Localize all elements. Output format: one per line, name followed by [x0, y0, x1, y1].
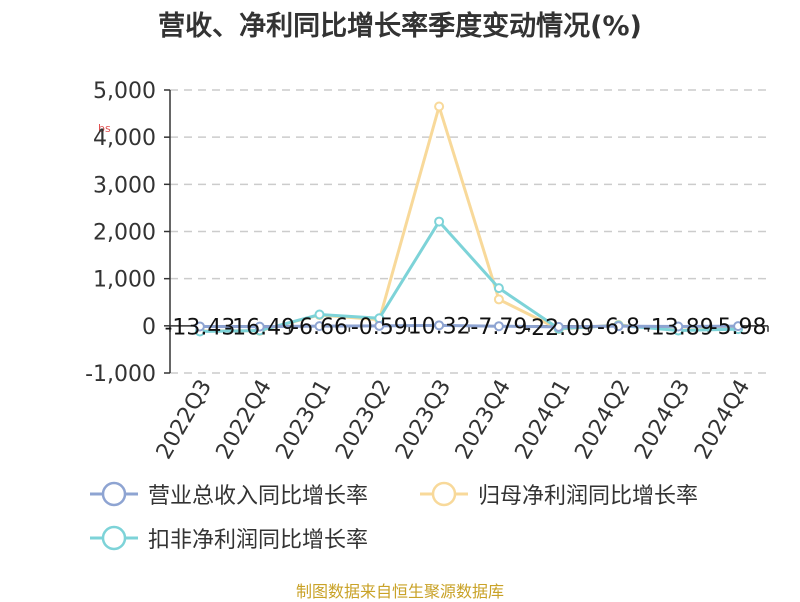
point-revenue	[314, 321, 325, 332]
x-tick-label: 2022Q3	[152, 376, 217, 464]
x-tick-label: 2024Q3	[630, 376, 695, 464]
x-tick-label: 2024Q2	[570, 376, 635, 464]
legend-label-net-profit: 归母净利润同比增长率	[478, 484, 699, 509]
x-tick-label: 2024Q1	[511, 376, 576, 464]
legend-item-deducted-profit[interactable]: 扣非净利润同比增长率	[88, 522, 368, 554]
data-label: -7.79	[470, 315, 527, 340]
y-tick-label: 4,000	[93, 126, 156, 151]
point-deducted-profit	[493, 283, 504, 294]
point-revenue	[553, 321, 564, 332]
series-line-net-profit	[199, 105, 739, 333]
data-label: -0.59	[351, 315, 408, 340]
point-revenue	[194, 321, 205, 332]
legend-item-net-profit[interactable]: 归母净利润同比增长率	[418, 478, 698, 510]
point-revenue	[434, 320, 445, 331]
x-tick-label: 2023Q1	[271, 376, 336, 464]
source-note: 制图数据来自恒生聚源数据库	[295, 582, 504, 601]
data-label: -22.09	[523, 316, 594, 341]
legend-swatch-revenue	[90, 481, 138, 507]
y-tick-label: -1,000	[85, 362, 156, 387]
chart-title: 营收、净利同比增长率季度变动情况(%)	[158, 11, 642, 42]
data-label: -13.89	[643, 315, 714, 340]
point-revenue	[673, 321, 684, 332]
point-revenue	[493, 321, 504, 332]
y-tick-label: 3,000	[93, 173, 156, 198]
point-revenue	[733, 321, 744, 332]
x-tick-label: 2023Q2	[331, 376, 396, 464]
legend-item-revenue[interactable]: 营业总收入同比增长率	[88, 478, 368, 510]
data-label: 10.32	[408, 314, 471, 339]
point-revenue	[254, 321, 265, 332]
point-revenue	[374, 320, 385, 331]
y-tick-label: 0	[142, 315, 156, 340]
point-net-profit	[434, 101, 445, 112]
data-label: -13.43	[164, 315, 235, 340]
series-line-revenue	[199, 323, 739, 329]
x-tick-label: 2023Q3	[391, 375, 456, 463]
y-tick-label: 2,000	[93, 221, 156, 246]
legend-swatch-net-profit	[420, 481, 468, 507]
point-deducted-profit	[434, 216, 445, 227]
x-tick-label: 2023Q4	[451, 376, 516, 464]
y-tick-label: 1,000	[93, 268, 156, 293]
watermark-mark: bs	[98, 122, 111, 135]
data-label: -5.98	[710, 315, 767, 340]
point-revenue	[613, 321, 624, 332]
data-label: -16.49	[224, 316, 295, 341]
series-line-deducted-profit	[199, 220, 739, 333]
point-net-profit	[493, 294, 504, 305]
point-deducted-profit	[314, 309, 325, 320]
y-tick-label: 5,000	[93, 79, 156, 104]
x-tick-label: 2024Q4	[690, 376, 755, 464]
data-label: -6.66	[291, 315, 348, 340]
legend-label-deducted-profit: 扣非净利润同比增长率	[148, 528, 369, 553]
legend-label-revenue: 营业总收入同比增长率	[148, 484, 369, 509]
data-label: -6.8	[597, 315, 640, 340]
legend-swatch-deducted-profit	[90, 525, 138, 551]
x-tick-label: 2022Q4	[212, 376, 277, 464]
